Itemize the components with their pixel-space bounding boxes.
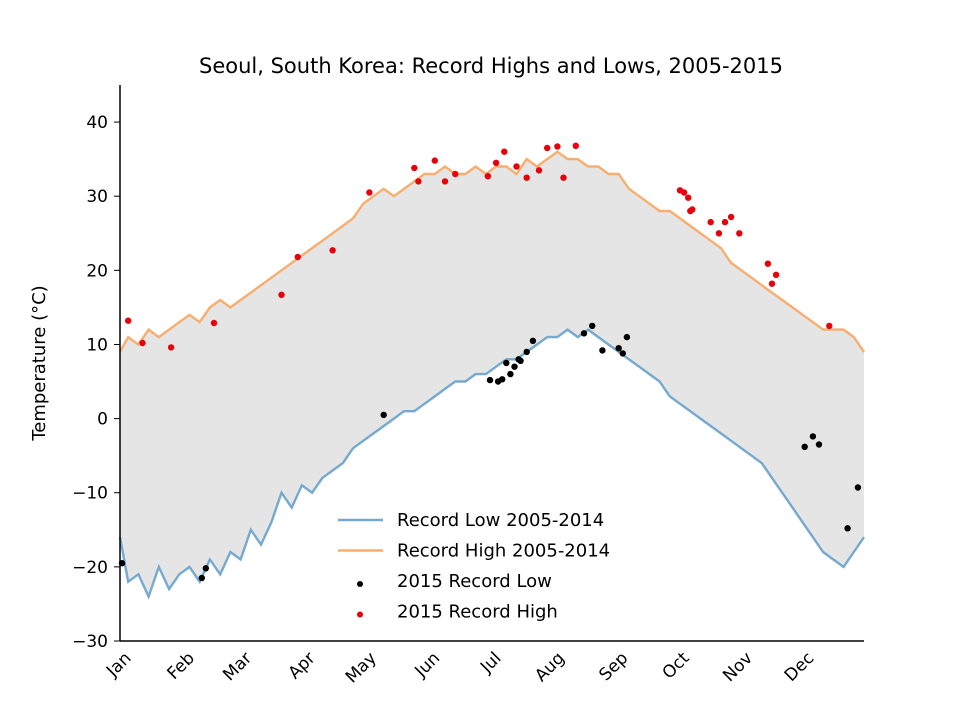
record-low-2015-point [202,565,209,572]
record-low-2015-point [507,370,514,378]
record-low-2015-point [844,525,851,532]
x-tick-label: May [342,648,381,687]
legend-label: 2015 Record High [397,602,558,623]
record-high-2015-point [736,230,743,237]
record-high-2015-point [680,189,688,196]
record-high-2015-point [484,173,492,180]
x-tick-label: Jul [476,648,505,677]
record-high-2015-point [689,206,696,213]
record-high-2015-point [535,167,543,174]
record-low-2015-point [499,376,506,383]
record-low-2015-point [619,350,626,357]
record-low-2015-point [380,411,387,419]
record-low-2015-point [511,363,518,370]
record-high-2015-point [294,253,301,261]
record-high-2015-point [707,218,714,226]
record-high-2015-point [560,174,567,181]
x-tick-label: Sep [595,648,632,685]
record-high-2015-point [544,144,551,152]
record-high-2015-point [572,142,579,149]
x-tick-label: Aug [531,648,569,686]
plot-area [118,142,865,600]
x-tick-label: Nov [719,648,757,686]
record-range-fill [120,151,864,597]
record-high-2015-points [125,142,833,351]
record-low-2015-point [486,376,494,384]
record-high-2015-point [125,317,132,324]
y-axis-label: Temperature (°C) [29,285,50,441]
y-tick-label: 40 [86,113,108,133]
record-high-2015-point [411,164,418,172]
x-tick-labels: Jan Feb Mar Apr May Jun Jul Aug Sep Oct Nov Dec [102,648,818,687]
legend-marker-swatch [357,611,363,618]
x-tick-label: Jan [102,648,135,681]
record-low-2015-point [815,441,823,448]
chart-title: Seoul, South Korea: Record Highs and Low… [199,54,783,78]
record-high-2015-point [329,247,336,254]
record-low-2015-point [623,333,631,341]
record-low-2015-point [589,322,596,330]
y-tick-label: −30 [72,632,108,652]
x-tick-label: Apr [285,648,320,683]
record-high-2015-point [768,280,776,287]
record-low-2015-point [198,574,205,582]
legend-label: Record High 2005-2014 [397,541,610,562]
record-low-2015-point [599,347,606,354]
record-high-2015-point [431,157,438,164]
y-tick-label: 0 [97,410,108,430]
record-low-2015-point [854,484,862,491]
legend-label: 2015 Record Low [397,571,552,592]
y-tick-label: −20 [72,558,108,578]
record-high-2015-point [715,230,723,237]
y-tick-label: 10 [86,335,108,355]
record-high-line [118,150,865,353]
record-high-2015-point [452,170,459,178]
record-high-2015-point [685,194,692,201]
x-tick-label: Oct [659,648,694,683]
record-high-2015-point [167,344,175,351]
record-low-line [118,328,865,600]
record-low-2015-point [529,337,537,344]
record-low-2015-point [809,433,817,440]
record-high-2015-point [366,189,373,196]
record-high-2015-point [278,291,285,298]
record-high-2015-point [513,163,520,170]
record-high-2015-point [139,339,146,347]
x-tick-label: Feb [164,648,199,683]
legend: Record Low 2005-2014 Record High 2005-201… [338,510,610,623]
y-tick-label: 30 [86,187,108,207]
legend-label: Record Low 2005-2014 [397,510,604,531]
record-high-2015-point [772,271,780,278]
record-low-2015-point [503,359,510,367]
x-tick-label: Dec [781,648,818,685]
y-tick-label: 20 [86,261,108,281]
x-tick-label: Jun [411,648,445,682]
record-low-2015-points [118,322,862,582]
record-high-2015-point [523,174,530,181]
record-low-2015-point [580,330,588,337]
record-high-2015-point [721,218,729,226]
x-tick-label: Mar [219,648,256,685]
record-high-2015-point [415,178,422,185]
record-low-2015-point [523,348,530,356]
record-high-2015-point [764,260,772,267]
record-low-2015-point [517,357,524,364]
record-high-2015-point [441,178,449,185]
record-low-2015-point [801,443,808,450]
record-high-2015-point [826,322,833,330]
y-tick-labels: −30 −20 −10 0 10 20 30 40 [72,113,120,652]
legend-marker-swatch [357,581,363,587]
record-high-2015-point [501,148,508,155]
record-high-2015-point [210,319,218,327]
record-low-2015-point [615,345,622,352]
record-high-2015-point [492,159,500,166]
record-high-2015-point [727,213,735,221]
y-tick-label: −10 [72,484,108,504]
record-high-2015-point [554,143,561,150]
